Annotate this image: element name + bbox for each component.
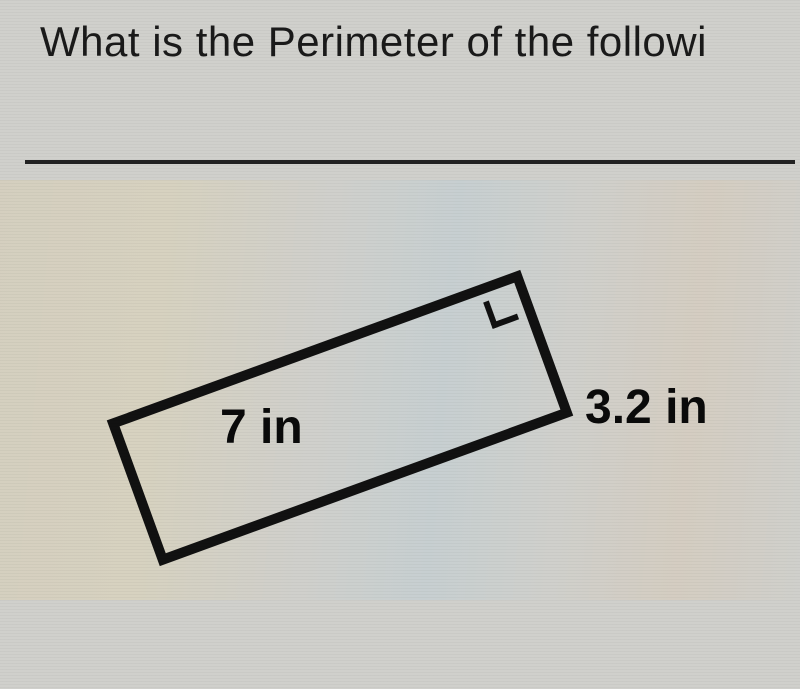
right-angle-marker — [483, 293, 519, 329]
geometry-figure: 7 in 3.2 in — [0, 170, 800, 670]
question-text: What is the Perimeter of the followi — [40, 18, 707, 66]
horizontal-rule — [25, 160, 795, 164]
dimension-label-long-side: 7 in — [220, 400, 303, 455]
rectangle-shape — [107, 270, 573, 566]
dimension-label-short-side: 3.2 in — [585, 380, 708, 435]
rectangle-wrapper — [107, 270, 573, 566]
